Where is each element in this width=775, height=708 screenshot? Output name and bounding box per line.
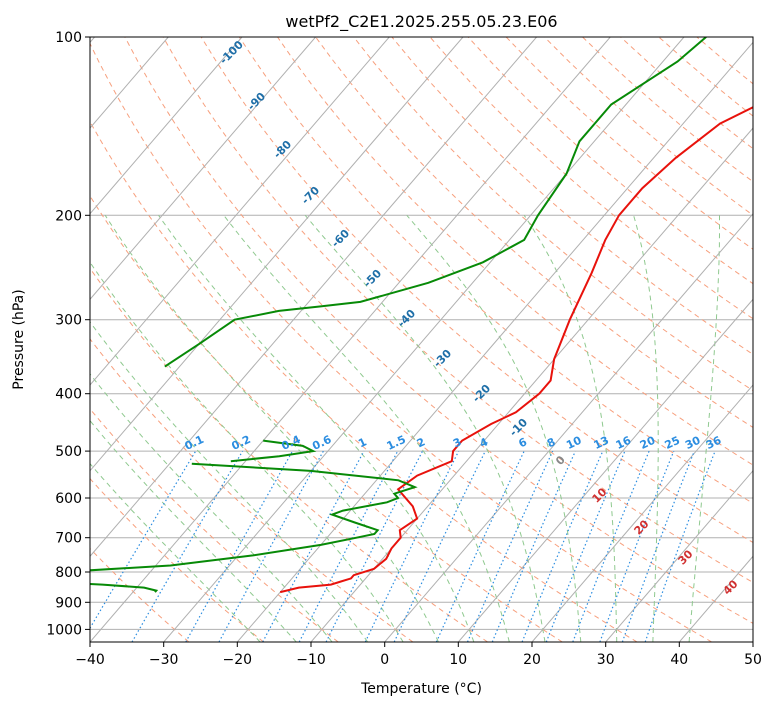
isotherm-line	[90, 37, 243, 215]
isotherm-line	[90, 37, 464, 472]
x-axis-label: Temperature (°C)	[360, 681, 482, 697]
mixing-ratio-label: 10	[564, 434, 584, 452]
moist-adiabat	[90, 261, 404, 642]
moist-adiabat	[104, 215, 439, 642]
dry-adiabat	[315, 37, 753, 428]
dry-adiabat	[90, 195, 563, 642]
dry-adiabat	[200, 37, 753, 544]
dry-adiabat	[124, 37, 753, 624]
mixing-ratio-line	[466, 450, 554, 642]
dewpoint-profile	[164, 37, 707, 368]
dewpoint-profile	[230, 439, 317, 463]
y-tick-label: 800	[55, 565, 82, 581]
y-tick-label: 600	[55, 491, 82, 507]
x-tick-label: −20	[223, 652, 253, 668]
mixing-ratio-line	[572, 450, 650, 642]
x-tick-label: 0	[380, 652, 389, 668]
moist-adiabat	[90, 373, 333, 642]
moist-adiabats	[90, 214, 720, 642]
mixing-ratio-label: 20	[638, 434, 658, 452]
chart-title: wetPf2_C2E1.2025.255.05.23.E06	[285, 12, 557, 32]
isotherm-line	[605, 469, 753, 642]
mixing-ratio-label: 36	[704, 434, 724, 452]
dry-adiabat	[429, 37, 753, 320]
moist-adiabat	[304, 214, 546, 642]
moist-adiabat	[523, 215, 618, 642]
x-tick-label: 50	[744, 652, 762, 668]
mixing-ratio-lines	[90, 450, 716, 642]
isotherm-line	[90, 37, 537, 558]
moist-adiabat	[688, 215, 720, 642]
dry-adiabat	[90, 42, 712, 642]
moist-adiabat	[158, 215, 475, 642]
moist-adiabat	[406, 214, 582, 642]
plot-frame	[89, 36, 754, 643]
x-tick-label: 10	[449, 652, 467, 668]
moist-adiabat	[223, 214, 510, 642]
moist-adiabat	[90, 321, 369, 642]
moist-adiabat	[90, 419, 297, 642]
dry-adiabat	[238, 37, 753, 504]
y-tick-label: 100	[55, 30, 82, 46]
y-tick-label: 700	[55, 531, 82, 547]
isotherm-line	[531, 384, 753, 642]
isotherm-line	[90, 37, 316, 301]
mixing-ratio-label: 30	[683, 434, 703, 452]
pressure-gridlines	[90, 37, 753, 630]
y-tick-label: 900	[55, 595, 82, 611]
x-tick-label: −30	[149, 652, 179, 668]
isotherm-line	[457, 298, 753, 642]
mixing-ratio-label: 13	[592, 434, 611, 452]
y-tick-label: 1000	[46, 622, 82, 638]
mixing-ratio-label: 25	[663, 434, 682, 452]
x-tick-label: 20	[523, 652, 541, 668]
y-tick-label: 500	[55, 444, 82, 460]
dry-adiabat	[90, 408, 339, 642]
x-tick-label: −10	[296, 652, 326, 668]
y-tick-label: 400	[55, 387, 82, 403]
mixing-ratio-line	[644, 450, 716, 642]
mixing-ratio-line	[491, 450, 576, 642]
sounding-profiles	[90, 37, 753, 594]
mixing-ratio-line	[521, 450, 604, 642]
isotherm-line	[90, 37, 611, 642]
isotherm-line	[236, 41, 753, 642]
dewpoint-profile	[90, 462, 418, 572]
isotherm-line	[163, 37, 685, 642]
mixing-ratio-line	[599, 450, 675, 642]
mixing-ratio-line	[545, 450, 626, 642]
dry-adiabat	[90, 267, 488, 642]
mixing-ratio-line	[364, 450, 460, 642]
mixing-ratio-line	[262, 450, 365, 642]
temperature-profile	[279, 106, 753, 594]
y-axis: 100 200 300 400 500 600 700 800 900 1000	[46, 30, 90, 638]
dry-adiabat	[90, 477, 264, 642]
plot-area: -100-90-80-70-60-50-40-30-20-10010203040…	[90, 37, 753, 642]
isotherms	[90, 37, 753, 642]
isotherm-line	[90, 37, 390, 386]
dewpoint-profile	[90, 583, 159, 593]
mixing-ratio-line	[325, 450, 424, 642]
y-tick-label: 300	[55, 313, 82, 329]
y-axis-label: Pressure (hPa)	[11, 289, 27, 389]
dry-adiabat	[353, 37, 753, 392]
x-tick-label: 30	[597, 652, 615, 668]
isotherm-line	[384, 212, 753, 642]
x-axis: −40 −30 −20 −10 0 10 20 30 40 50	[75, 642, 762, 668]
mixing-ratio-label: 16	[614, 434, 634, 452]
moist-adiabat	[633, 215, 659, 642]
x-tick-label: −40	[75, 652, 105, 668]
y-tick-label: 200	[55, 208, 82, 224]
mixing-ratio-line	[621, 450, 695, 642]
x-tick-label: 40	[670, 652, 688, 668]
mixing-ratio-line	[185, 450, 294, 642]
mixing-ratio-line	[218, 450, 324, 642]
